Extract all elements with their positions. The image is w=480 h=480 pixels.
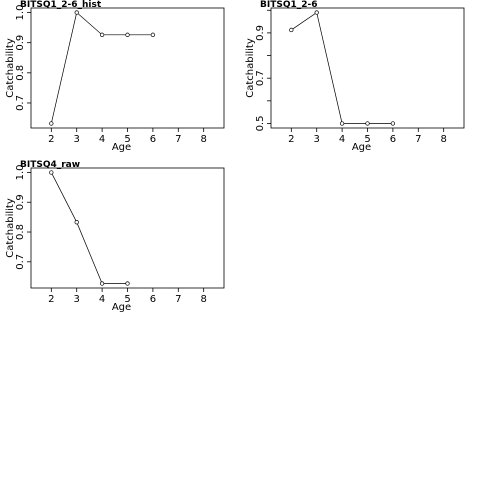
point xyxy=(289,27,294,33)
point xyxy=(365,121,370,126)
x-tick-label: 7 xyxy=(415,134,421,145)
x-tick-label: 2 xyxy=(48,294,54,305)
x-tick-label: 8 xyxy=(440,134,446,145)
series-line xyxy=(51,172,128,284)
x-tick-label: 5 xyxy=(364,134,370,145)
x-tick-label: 2 xyxy=(48,134,54,145)
point xyxy=(49,121,54,126)
point xyxy=(125,281,130,286)
x-tick-label: 7 xyxy=(175,134,181,145)
plot-box xyxy=(270,7,465,129)
point xyxy=(339,121,345,126)
x-tick-label: 2 xyxy=(288,134,294,145)
y-tick-label: 0.7 xyxy=(15,95,26,111)
x-tick-label: 4 xyxy=(99,294,105,305)
x-tick-label: 8 xyxy=(200,134,206,145)
point xyxy=(99,32,105,37)
y-axis-label: Catchability xyxy=(5,198,16,258)
point xyxy=(49,170,54,175)
x-tick-label: 4 xyxy=(339,134,345,145)
x-axis-label: Age xyxy=(112,142,131,153)
y-tick-label: 0.8 xyxy=(15,224,26,240)
y-tick-label: 0.7 xyxy=(255,70,266,86)
x-tick-label: 5 xyxy=(124,134,130,145)
y-axis-label: Catchability xyxy=(245,38,256,98)
point xyxy=(390,121,396,126)
x-tick-label: 6 xyxy=(390,134,396,145)
panel-title: BITSQ1_2-6_hist xyxy=(20,0,102,10)
series-line xyxy=(291,11,393,124)
point xyxy=(74,220,79,225)
point xyxy=(99,281,105,286)
y-tick-label: 1.0 xyxy=(15,165,26,181)
y-tick-label: 0.9 xyxy=(15,194,26,210)
point xyxy=(314,10,319,15)
y-tick-label: 1.0 xyxy=(15,5,26,21)
x-tick-label: 5 xyxy=(124,294,130,305)
y-tick-label: 0.8 xyxy=(15,65,26,81)
y-tick-label: 0.9 xyxy=(15,35,26,51)
y-tick-label: 0.5 xyxy=(255,116,266,132)
y-tick-label: 0.9 xyxy=(255,25,266,41)
x-axis-label: Age xyxy=(112,302,131,313)
panel-title: BITSQ1_2-6 xyxy=(260,0,318,10)
plot-box xyxy=(30,7,225,129)
x-tick-label: 3 xyxy=(314,134,320,145)
plot-box xyxy=(30,167,225,289)
x-tick-label: 6 xyxy=(150,294,156,305)
point xyxy=(150,32,156,37)
x-tick-label: 7 xyxy=(175,294,181,305)
panel-title: BITSQ4_raw xyxy=(20,160,80,170)
point xyxy=(74,10,79,15)
x-tick-label: 3 xyxy=(74,134,80,145)
x-tick-label: 4 xyxy=(99,134,105,145)
point xyxy=(125,32,130,37)
x-tick-label: 8 xyxy=(200,294,206,305)
y-tick-label: 0.7 xyxy=(15,254,26,270)
y-axis-label: Catchability xyxy=(5,38,16,98)
series-line xyxy=(50,11,153,124)
x-tick-label: 3 xyxy=(74,294,80,305)
x-tick-label: 6 xyxy=(150,134,156,145)
x-axis-label: Age xyxy=(352,142,371,153)
